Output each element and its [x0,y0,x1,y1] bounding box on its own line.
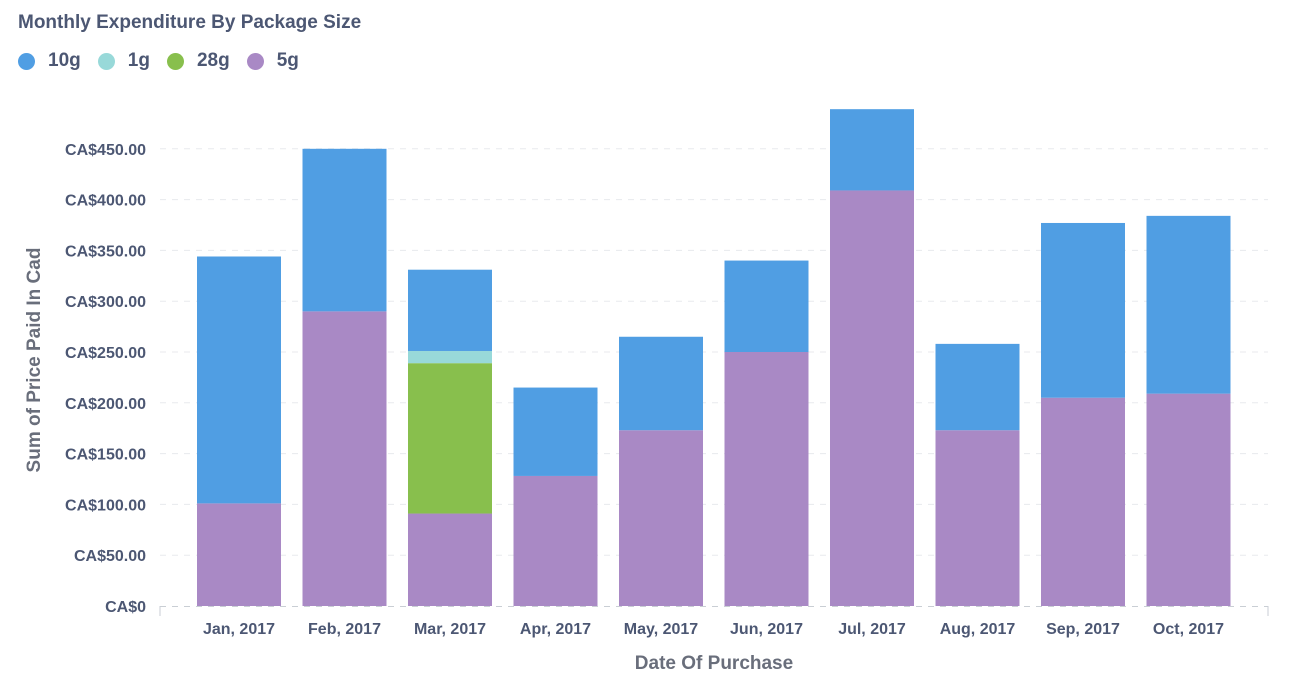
bar-jul-2017-10g[interactable] [830,109,914,191]
bar-apr-2017-5g[interactable] [513,475,598,606]
legend-label: 28g [196,50,230,71]
bar-feb-2017-5g[interactable] [302,311,387,606]
bar-may-2017-5g[interactable] [619,430,703,606]
x-tick-label: Mar, 2017 [414,621,486,638]
bar-mar-2017-10g[interactable] [408,269,492,351]
x-tick-label: Apr, 2017 [520,621,591,638]
bar-mar-2017-1g[interactable] [408,350,492,364]
bar-sep-2017-5g[interactable] [1041,397,1125,606]
bar-mar-2017-5g[interactable] [408,513,492,606]
chart-legend: 10g 1g 28g 5g [18,50,316,72]
bar-jul-2017-5g[interactable] [830,190,914,606]
y-axis: CA$0 CA$50.00 CA$100.00 CA$150.00 CA$200.00 C… [65,142,146,616]
bar-oct-2017-5g[interactable] [1146,393,1231,606]
x-tick-label: Sep, 2017 [1046,621,1120,638]
legend-item-28g[interactable]: 28g [166,50,230,72]
bar-jan-2017-10g[interactable] [197,256,281,504]
bar-jun-2017-5g[interactable] [724,352,809,606]
y-tick-label: CA$350.00 [65,243,146,260]
bar-mar-2017-28g[interactable] [408,363,492,514]
x-tick-label: Jun, 2017 [730,621,803,638]
x-tick-label: Oct, 2017 [1153,621,1224,638]
bar-jan-2017-5g[interactable] [197,503,281,606]
x-tick-label: Jul, 2017 [838,621,906,638]
legend-dot-icon [166,52,184,70]
legend-dot-icon [97,52,115,70]
bar-sep-2017-10g[interactable] [1041,222,1125,398]
y-tick-label: CA$0 [105,599,146,616]
bar-may-2017-10g[interactable] [619,336,703,431]
y-tick-label: CA$200.00 [65,396,146,413]
y-tick-label: CA$150.00 [65,447,146,464]
legend-dot-icon [18,52,35,70]
bar-aug-2017-10g[interactable] [935,343,1020,431]
bar-aug-2017-5g[interactable] [935,430,1020,606]
legend-item-10g[interactable]: 10g [18,50,81,72]
legend-item-1g[interactable]: 1g [97,50,150,72]
bar-apr-2017-10g[interactable] [513,387,598,476]
legend-dot-icon [246,52,264,70]
y-tick-label: CA$250.00 [65,345,146,362]
x-tick-label: May, 2017 [624,621,699,638]
x-axis-title: Date Of Purchase [635,653,793,674]
legend-label: 5g [276,50,299,71]
bar-oct-2017-10g[interactable] [1146,215,1231,394]
y-tick-label: CA$400.00 [65,193,146,210]
bar-jun-2017-10g[interactable] [724,260,809,352]
y-axis-title: Sum of Price Paid In Cad [24,248,45,473]
legend-label: 10g [48,50,81,71]
y-tick-label: CA$300.00 [65,294,146,311]
x-tick-label: Aug, 2017 [940,621,1016,638]
x-axis: Jan, 2017 Feb, 2017 Mar, 2017 Apr, 2017 May,… [159,606,1269,638]
y-tick-label: CA$100.00 [65,497,146,514]
bars [197,109,1231,606]
x-tick-label: Feb, 2017 [308,621,381,638]
chart-title: Monthly Expenditure By Package Size [18,12,362,33]
y-tick-label: CA$450.00 [65,142,146,159]
y-tick-label: CA$50.00 [74,548,146,565]
legend-label: 1g [127,50,150,71]
x-tick-label: Jan, 2017 [203,621,275,638]
bar-feb-2017-10g[interactable] [302,148,387,312]
legend-item-5g[interactable]: 5g [246,50,299,72]
